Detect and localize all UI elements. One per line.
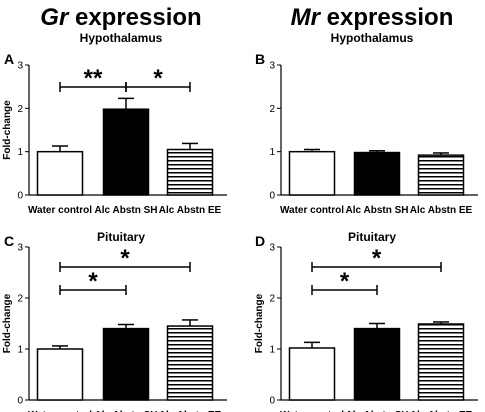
panel-letter: D xyxy=(255,233,265,249)
category-label: Water control xyxy=(28,205,92,216)
significance-label: * xyxy=(372,245,382,272)
category-label: Alc Abstn EE xyxy=(159,205,222,216)
bar-alc-abstn-ee xyxy=(417,323,465,401)
y-tick-label: 2 xyxy=(269,104,275,115)
y-tick-label: 2 xyxy=(17,104,23,115)
y-tick-label: 0 xyxy=(269,396,275,407)
y-axis-label: Fold-change xyxy=(2,100,13,160)
y-tick-label: 3 xyxy=(17,243,23,254)
category-label: Water control xyxy=(280,205,344,216)
panel-letter: B xyxy=(255,51,265,67)
y-tick-label: 3 xyxy=(269,243,275,254)
bar-alc-abstn-ee xyxy=(417,154,465,196)
significance-label: * xyxy=(340,268,350,295)
y-tick-label: 2 xyxy=(269,294,275,305)
panel-letter: A xyxy=(4,51,14,67)
panel-title: Hypothalamus xyxy=(331,31,414,45)
panel-title: Hypothalamus xyxy=(80,31,163,45)
bar-alc-abstn-sh xyxy=(102,108,150,196)
y-axis-label: Fold-change xyxy=(2,293,13,353)
bar-alc-abstn-sh xyxy=(353,327,401,401)
y-tick-label: 0 xyxy=(269,191,275,202)
y-tick-label: 3 xyxy=(269,61,275,72)
y-tick-label: 0 xyxy=(17,396,23,407)
category-label: Alc Abstn EE xyxy=(159,410,222,412)
column-title-mr: Mr expression xyxy=(291,4,454,31)
category-label: Alc Abstn SH xyxy=(346,410,409,412)
panel-title: Pituitary xyxy=(348,230,396,244)
bar-alc-abstn-sh xyxy=(353,151,401,196)
y-tick-label: 1 xyxy=(269,147,275,158)
bar-alc-abstn-sh xyxy=(102,327,150,401)
bar-alc-abstn-ee xyxy=(166,148,214,196)
significance-label: ** xyxy=(84,65,103,92)
y-tick-label: 0 xyxy=(17,191,23,202)
category-label: Water control xyxy=(280,410,344,412)
category-label: Alc Abstn SH xyxy=(346,205,409,216)
panel-a: A Hypothalamus 0 1 2 3 Fold-change Water contro… xyxy=(2,31,227,216)
category-label: Alc Abstn SH xyxy=(95,410,158,412)
significance-label: * xyxy=(88,268,98,295)
y-tick-label: 3 xyxy=(17,61,23,72)
category-label: Alc Abstn EE xyxy=(410,205,473,216)
column-title-gr: Gr expression xyxy=(40,4,201,31)
y-axis-label: Fold-change xyxy=(254,293,265,353)
category-label: Alc Abstn SH xyxy=(95,205,158,216)
bar-water-control xyxy=(36,150,84,196)
panel-title: Pituitary xyxy=(97,230,145,244)
bar-water-control xyxy=(288,150,336,196)
y-tick-label: 1 xyxy=(269,345,275,356)
y-tick-label: 1 xyxy=(17,147,23,158)
y-tick-label: 1 xyxy=(17,345,23,356)
category-label: Alc Abstn EE xyxy=(410,410,473,412)
significance-label: * xyxy=(120,245,130,272)
bar-water-control xyxy=(288,347,336,401)
bar-water-control xyxy=(36,348,84,401)
panel-letter: C xyxy=(4,233,14,249)
bar-alc-abstn-ee xyxy=(166,325,214,401)
significance-label: * xyxy=(153,65,163,92)
category-label: Water control xyxy=(28,410,92,412)
y-tick-label: 2 xyxy=(17,294,23,305)
